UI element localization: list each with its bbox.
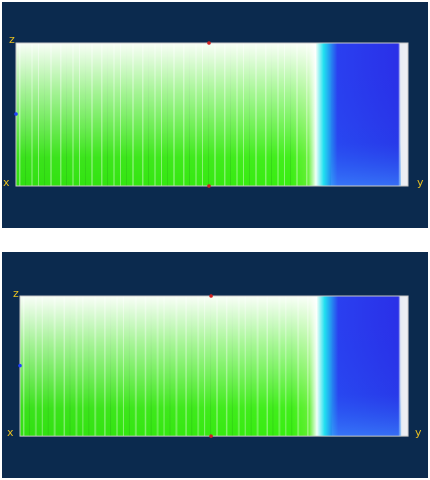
panel: z x y — [2, 252, 428, 478]
y-axis-label: y — [417, 176, 424, 189]
panel: z x y — [2, 2, 428, 228]
plot-area — [17, 293, 409, 439]
x-axis-label: x — [3, 176, 10, 189]
y-axis-label: y — [415, 426, 422, 439]
plot-area — [13, 40, 409, 189]
z-axis-label: z — [9, 33, 15, 46]
x-axis-label: x — [7, 426, 14, 439]
z-axis-label: z — [13, 287, 19, 300]
